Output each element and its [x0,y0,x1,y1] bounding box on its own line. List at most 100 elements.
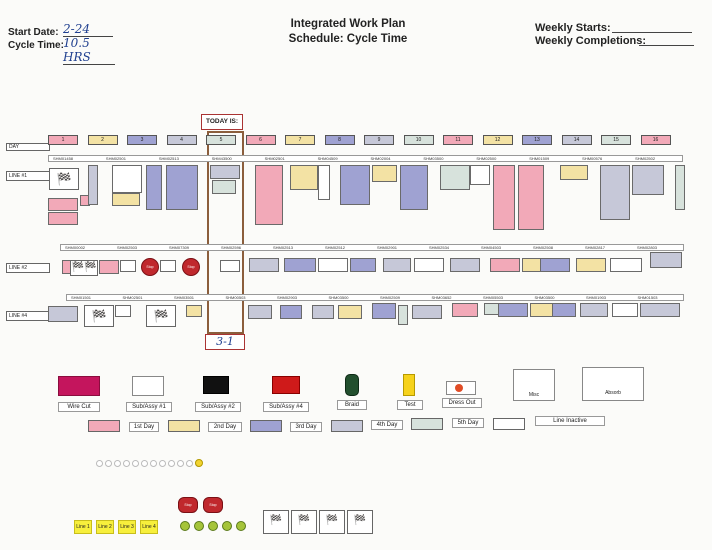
job-number: SHM03500 [423,156,444,161]
schedule-block [48,198,78,211]
legend-first-day: 1st Day [129,422,159,432]
schedule-block [452,303,478,317]
sub-assy-1-swatch [132,376,164,396]
schedule-block [120,260,136,272]
job-number: SHM04509 [317,156,338,161]
green-dot-icon [208,521,218,531]
job-number: SHM02596 [221,245,242,250]
schedule-block [552,303,576,317]
schedule-block [112,165,142,193]
schedule-block [632,165,664,195]
job-number: SHM03500 [328,295,349,300]
legend-fourth-day: 4th Day [371,420,403,430]
ring-marker [168,460,175,467]
day-cell-11: 11 [443,135,473,145]
schedule-block [99,260,119,274]
day-cell-2: 2 [87,135,118,145]
job-number: SHM02501 [264,156,285,161]
braid-icon [345,374,359,396]
job-number: SHM02513 [158,156,179,161]
line-sticker: Line 2 [96,520,114,534]
weekly-starts-field[interactable] [612,32,692,33]
legend-second-day: 2nd Day [208,422,242,432]
green-dot-icon [236,521,246,531]
legend-misc: Misc [513,369,555,401]
job-number: SHM02501 [105,156,126,161]
legend-test: Test [397,400,423,410]
day-cell-6: 6 [245,135,276,145]
schedule-block [340,165,370,205]
checkered-flags-icon: 🏁🏁 [49,168,79,190]
schedule-block [146,165,162,210]
schedule-block [493,165,515,230]
schedule-block [470,165,490,185]
schedule-block [350,258,376,272]
schedule-block [450,258,480,272]
day-cell-9: 9 [364,135,394,145]
day-cell-7: 7 [285,135,315,145]
day-cell-1: 1 [48,135,78,145]
job-number: SHM07309 [169,245,190,250]
day-cell-14: 14 [561,135,592,145]
day-cell-3: 3 [127,135,157,145]
job-number: SHM02901 [377,245,398,250]
job-number: SHM02903 [277,295,298,300]
cycle-time-value: 10.5 HRS [63,36,115,65]
day-cell-10: 10 [403,135,434,145]
job-number: SHM02534 [429,245,450,250]
day-cell-8: 8 [324,135,355,145]
ring-marker [105,460,112,467]
job-number: SHM00503 [225,295,246,300]
schedule-block [400,165,428,210]
job-number: SHM03501 [174,295,195,300]
schedule-block [248,305,272,319]
legend-absorb: Absorb [582,367,644,401]
job-number: SHM03652 [431,295,452,300]
job-number: SHM00002 [65,245,86,250]
line-sticker: Line 4 [140,520,158,534]
day-cell-5: 5 [206,135,236,145]
day-cell-12: 12 [482,135,513,145]
checkered-flags-icon: 🏁 [319,510,345,534]
job-number: SHM43500 [211,156,232,161]
line-2-label: LINE #2 [6,263,50,273]
schedule-block [600,165,630,220]
day-cell-13: 13 [522,135,552,145]
job-number: SHM02512 [325,245,346,250]
legend-braid: Braid [337,400,367,410]
job-number: SHM03500 [534,295,555,300]
legend-third-day: 3rd Day [290,422,322,432]
green-dot-icon [222,521,232,531]
schedule-block [160,260,176,272]
schedule-block [115,305,131,317]
job-number: SHM02509 [380,295,401,300]
schedule-block [284,258,316,272]
schedule-block [166,165,198,210]
schedule-block [290,165,318,190]
start-date-value: 2-24 [63,22,113,37]
line-1-label: LINE #1 [6,171,50,181]
job-number: SHM02502 [635,156,656,161]
schedule-block [318,258,348,272]
ring-marker [177,460,184,467]
schedule-block [212,180,236,194]
schedule-block [440,165,470,190]
job-number: SHM00576 [582,156,603,161]
legend-line-inactive: Line Inactive [535,416,605,426]
schedule-block [249,258,279,272]
start-date-label: Start Date: [8,27,59,38]
legend-wire-cut: Wire Cut [58,402,100,412]
schedule-block [498,303,528,317]
job-number: SHM01509 [529,156,550,161]
stop-sign-icon: Stop [141,258,159,276]
schedule-block [383,258,411,272]
sub-assy-2-swatch [203,376,229,394]
job-number: SHM02817 [585,245,606,250]
line-sticker: Line 1 [74,520,92,534]
job-number: SHM02513 [273,245,294,250]
schedule-block [186,305,202,317]
weekly-completions-field[interactable] [639,45,694,46]
schedule-block [675,165,685,210]
schedule-block [612,303,638,317]
job-number: SHM02503 [117,245,138,250]
